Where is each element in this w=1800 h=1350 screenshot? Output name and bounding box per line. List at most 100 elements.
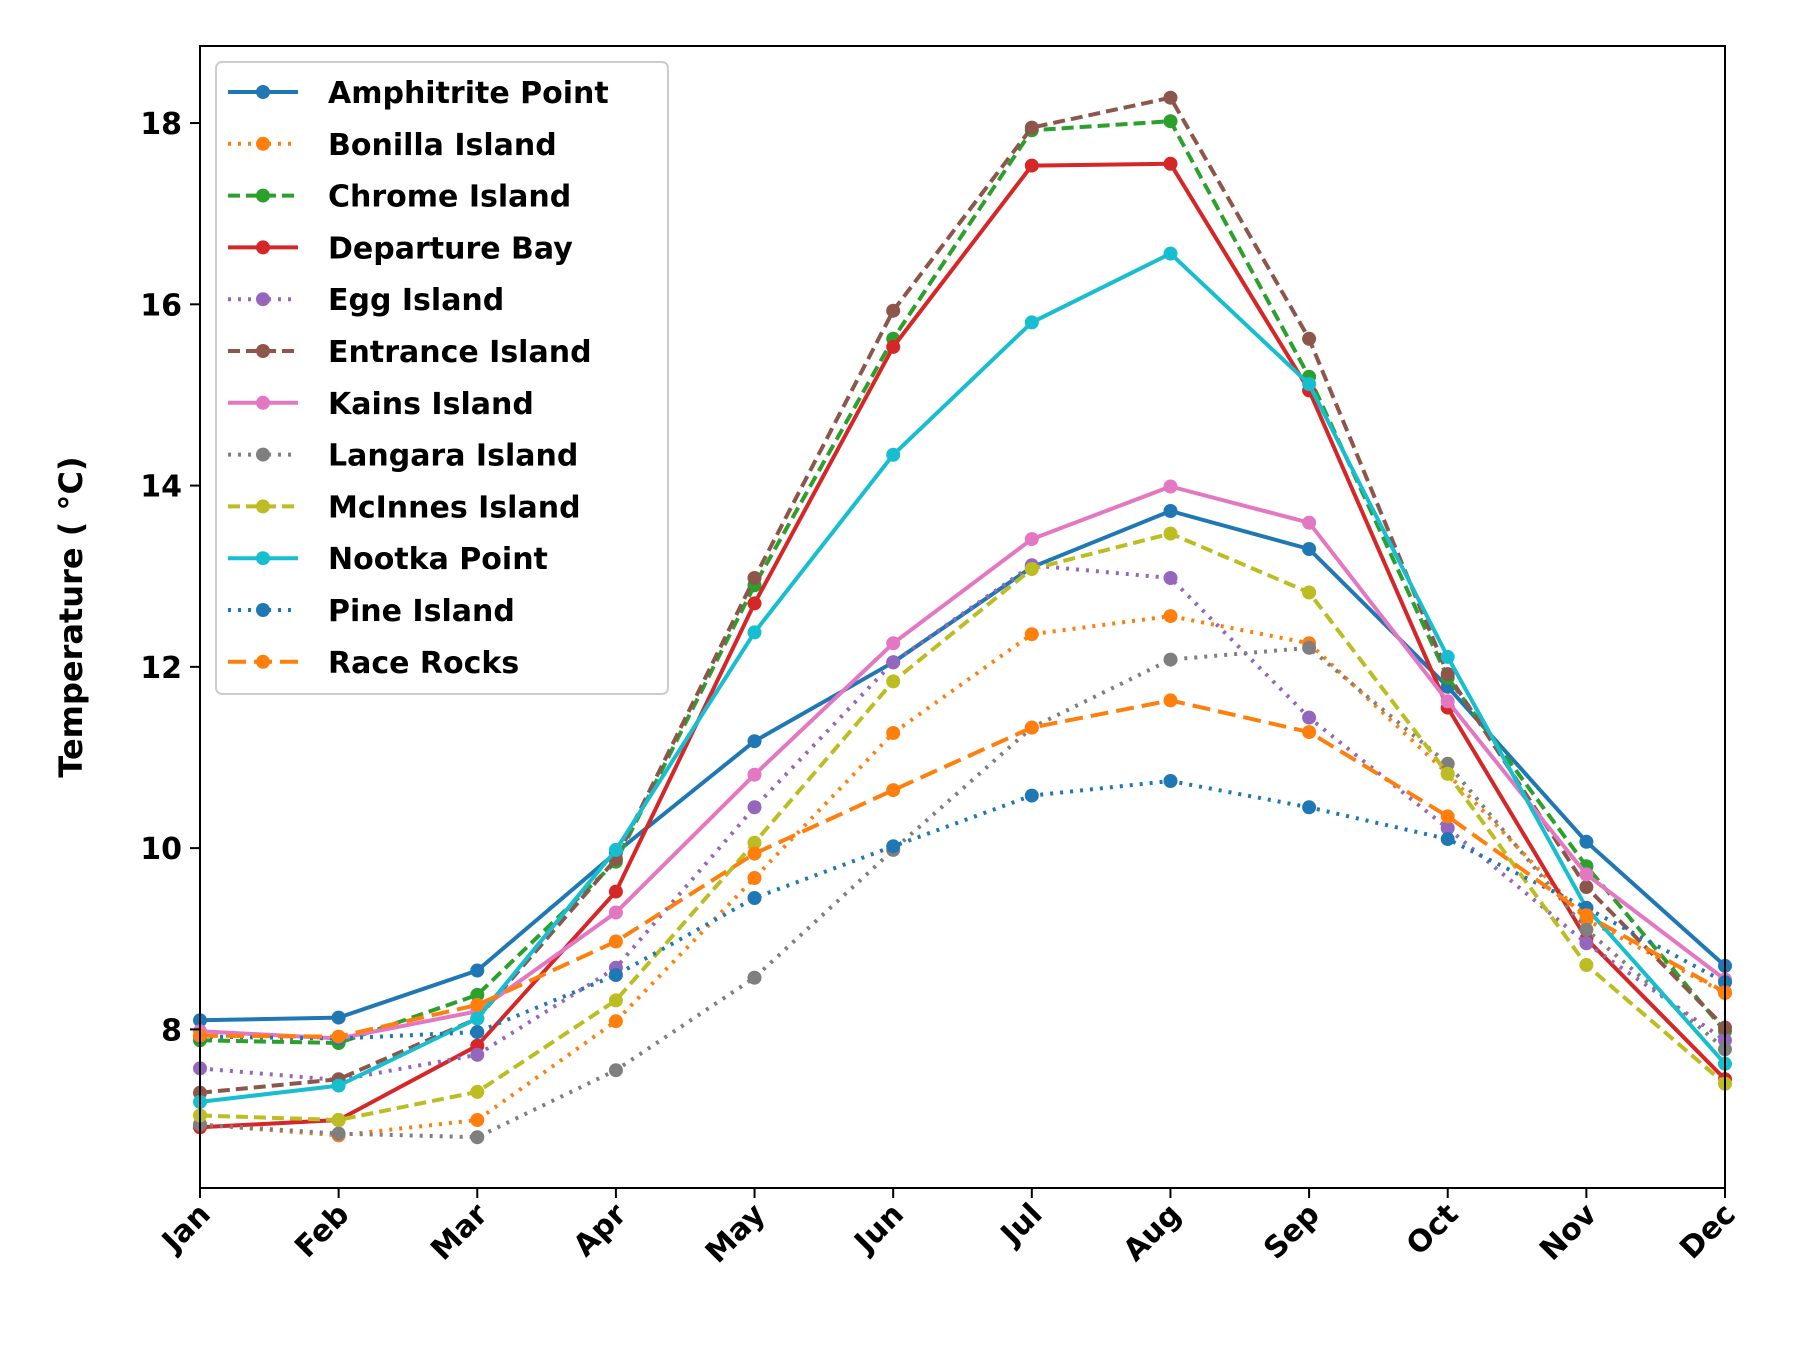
series-point [331, 1126, 346, 1141]
series-point [1440, 832, 1455, 847]
series-point [1163, 246, 1178, 261]
series-line-3 [199, 161, 1727, 1130]
series-point [886, 839, 901, 854]
series-point [1163, 571, 1178, 585]
series-point [470, 963, 485, 978]
series-point [747, 596, 762, 611]
series-point [608, 993, 623, 1008]
series-point [1163, 609, 1178, 624]
series-line-10 [199, 779, 1726, 1041]
series-point [886, 674, 901, 689]
legend-marker [256, 344, 270, 358]
legend-label: Langara Island [328, 439, 578, 474]
series-point [1302, 377, 1317, 392]
series-line-7 [199, 645, 1727, 1140]
series-point [1440, 821, 1455, 836]
series-point [747, 800, 762, 815]
series-point [1579, 936, 1594, 951]
legend-marker [256, 188, 270, 203]
series-point [608, 1063, 623, 1078]
series-point [747, 835, 762, 850]
series-point [470, 1113, 485, 1127]
legend-label: Nootka Point [328, 542, 548, 577]
series-point [1024, 562, 1039, 576]
series-point [1163, 774, 1178, 788]
series-point [1579, 958, 1594, 972]
series-point [1440, 809, 1455, 824]
series-point [1024, 158, 1039, 173]
series-point [886, 783, 901, 798]
legend-marker [256, 603, 270, 617]
series-point [1024, 532, 1039, 547]
series-point [1024, 315, 1039, 330]
series-point [1440, 756, 1455, 771]
series-point [747, 734, 762, 749]
series-point [1440, 667, 1455, 682]
series-point [470, 997, 485, 1012]
legend-box [215, 61, 669, 695]
legend-marker [256, 447, 270, 462]
series-point [1024, 720, 1039, 735]
series-point [1440, 694, 1455, 709]
series-point [1302, 515, 1317, 530]
y-tick-label: 12 [140, 651, 182, 686]
legend-label: Kains Island [328, 387, 534, 422]
series-point [1163, 504, 1178, 518]
series-point [1163, 652, 1178, 667]
legend-label: Chrome Island [328, 180, 571, 215]
series-line-8 [199, 531, 1727, 1122]
series-point [886, 636, 901, 651]
series-point [331, 1010, 346, 1025]
series-point [886, 339, 901, 354]
series-point [747, 871, 762, 885]
series-point [1579, 922, 1594, 937]
series-point [747, 767, 762, 782]
series-point [1163, 526, 1178, 541]
series-point [470, 1025, 485, 1040]
series-point [1579, 867, 1594, 882]
legend-label: Entrance Island [328, 335, 592, 370]
series-point [1302, 800, 1317, 815]
series-point [886, 726, 901, 740]
series-point [1579, 880, 1594, 895]
series-point [608, 884, 623, 899]
series-point [608, 842, 623, 857]
series-point [1302, 725, 1317, 740]
y-tick-label: 14 [140, 470, 182, 505]
series-point [608, 905, 623, 920]
y-tick-label: 18 [140, 107, 182, 142]
legend-marker [256, 551, 270, 566]
series-line-4 [199, 563, 1727, 1083]
series-point [1302, 640, 1317, 655]
series-point [1024, 120, 1039, 135]
series-point [1163, 90, 1178, 105]
series-point [331, 1029, 346, 1044]
series-point [886, 303, 901, 318]
series-point [1440, 766, 1455, 781]
legend: Amphitrite Point Bonilla Island Chrome Isl… [215, 61, 669, 695]
legend-label: Amphitrite Point [328, 76, 609, 111]
legend-marker [256, 499, 270, 514]
y-tick-label: 10 [140, 832, 182, 867]
series-point [1579, 908, 1594, 923]
series-point [1440, 649, 1455, 664]
series-point [1024, 627, 1039, 642]
series-point [886, 447, 901, 462]
legend-label: Egg Island [328, 283, 504, 318]
series-point [886, 655, 901, 670]
series-point [1579, 834, 1594, 849]
legend-marker [256, 395, 270, 410]
series-point [331, 1078, 346, 1093]
series-point [470, 1047, 485, 1062]
y-tick-label: 8 [161, 1013, 182, 1048]
legend-marker [256, 292, 270, 307]
series-point [331, 1113, 346, 1127]
legend-marker [256, 85, 270, 99]
series-line-5 [199, 95, 1727, 1095]
legend-label: McInnes Island [328, 490, 581, 525]
legend-label: Pine Island [328, 594, 515, 629]
series-point [470, 1011, 485, 1026]
series-point [747, 891, 762, 905]
series-point [470, 1084, 485, 1099]
